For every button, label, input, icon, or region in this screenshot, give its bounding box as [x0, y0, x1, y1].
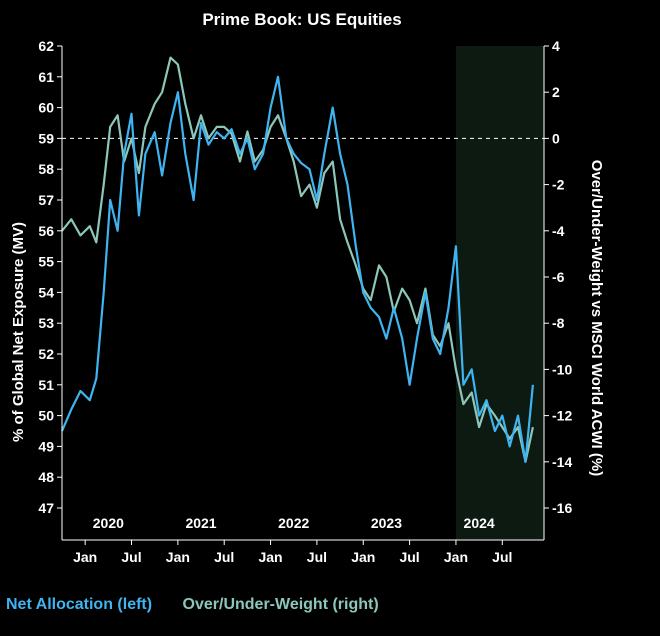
- month-tick-label: Jan: [444, 549, 468, 565]
- right-tick-label: 0: [552, 130, 560, 146]
- right-tick-label: -16: [552, 500, 572, 516]
- legend-over-under-weight: Over/Under-Weight (right): [182, 596, 379, 613]
- left-tick-label: 55: [38, 254, 54, 270]
- right-tick-label: 4: [552, 38, 560, 54]
- series-layer: [60, 56, 534, 463]
- net-allocation-line: [60, 75, 534, 463]
- month-tick-label: Jan: [166, 549, 190, 565]
- year-label: 2021: [185, 515, 216, 531]
- month-tick-label: Jul: [307, 549, 327, 565]
- right-tick-label: -14: [552, 454, 572, 470]
- year-label: 2022: [278, 515, 309, 531]
- left-tick-label: 60: [38, 100, 54, 116]
- right-tick-label: 2: [552, 84, 560, 100]
- left-tick-label: 59: [38, 130, 54, 146]
- right-axis-title: Over/Under-Weight vs MSCI World ACWI (%): [588, 160, 605, 476]
- year-label: 2020: [93, 515, 124, 531]
- year-label: 2023: [371, 515, 402, 531]
- legend: Net Allocation (left) Over/Under-Weight …: [6, 596, 405, 614]
- month-tick-label: Jan: [258, 549, 282, 565]
- axes-layer: 47 48 49 50 51 52 53 54 55 56 57 58 59 60 61 62 -16 -14 -1…: [38, 38, 572, 565]
- month-tick-label: Jul: [492, 549, 512, 565]
- chart-title: Prime Book: US Equities: [202, 10, 401, 29]
- month-tick-label: Jul: [214, 549, 234, 565]
- left-tick-label: 51: [38, 377, 54, 393]
- left-tick-label: 47: [38, 500, 54, 516]
- right-tick-label: -12: [552, 408, 572, 424]
- left-axis-title: % of Global Net Exposure (MV): [10, 222, 27, 442]
- shaded-region-2024: [455, 46, 544, 540]
- month-tick-label: Jan: [351, 549, 375, 565]
- left-tick-label: 53: [38, 315, 54, 331]
- month-tick-label: Jul: [399, 549, 419, 565]
- over-under-weight-line: [61, 56, 534, 463]
- left-tick-label: 52: [38, 346, 54, 362]
- right-tick-label: -10: [552, 361, 572, 377]
- right-tick-label: -6: [552, 269, 565, 285]
- right-tick-label: -4: [552, 223, 565, 239]
- year-label: 2024: [464, 515, 495, 531]
- left-tick-label: 62: [38, 38, 54, 54]
- left-tick-label: 57: [38, 192, 54, 208]
- left-tick-label: 61: [38, 69, 54, 85]
- left-tick-label: 56: [38, 223, 54, 239]
- right-tick-label: -8: [552, 315, 565, 331]
- left-tick-label: 48: [38, 469, 54, 485]
- right-tick-label: -2: [552, 177, 565, 193]
- left-tick-label: 49: [38, 438, 54, 454]
- legend-net-allocation: Net Allocation (left): [6, 596, 153, 613]
- month-tick-label: Jan: [73, 549, 97, 565]
- left-tick-label: 54: [38, 284, 54, 300]
- month-tick-label: Jul: [121, 549, 141, 565]
- left-tick-label: 50: [38, 408, 54, 424]
- left-tick-label: 58: [38, 161, 54, 177]
